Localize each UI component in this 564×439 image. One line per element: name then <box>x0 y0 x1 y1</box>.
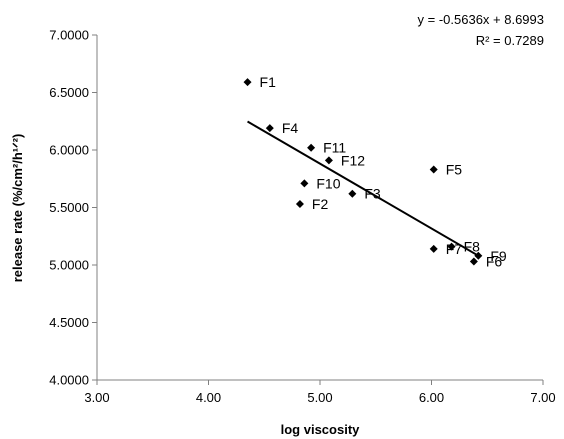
x-axis-ticks: 3.00 4.00 5.00 6.00 7.00 <box>84 380 556 405</box>
data-point-f5 <box>429 165 438 174</box>
y-tick-label: 6.5000 <box>49 85 89 100</box>
point-label-f3: F3 <box>364 186 381 202</box>
y-tick-label: 4.0000 <box>49 373 89 388</box>
point-label-f7: F7 <box>446 241 463 257</box>
trendline-equation: y = -0.5636x + 8.6993 <box>418 12 544 27</box>
point-label-f12: F12 <box>341 152 365 168</box>
point-label-f4: F4 <box>282 120 299 136</box>
point-label-f8: F8 <box>464 239 481 255</box>
y-tick-label: 7.0000 <box>49 28 89 43</box>
data-point-f9 <box>474 251 483 260</box>
data-point-f7 <box>429 244 438 253</box>
trendline <box>247 120 479 257</box>
point-label-f6: F6 <box>486 254 503 270</box>
point-label-f10: F10 <box>316 175 340 191</box>
data-point-f10 <box>300 179 309 188</box>
r-squared: R² = 0.7289 <box>476 33 544 48</box>
data-point-f1 <box>243 78 252 87</box>
data-point-f2 <box>295 200 304 209</box>
data-point-f6 <box>469 257 478 266</box>
data-point-f3 <box>348 189 357 198</box>
x-tick-label: 5.00 <box>307 390 332 405</box>
x-tick-label: 3.00 <box>84 390 109 405</box>
y-tick-label: 6.0000 <box>49 143 89 158</box>
y-tick-label: 5.5000 <box>49 200 89 215</box>
point-label-f5: F5 <box>446 162 463 178</box>
x-tick-label: 4.00 <box>196 390 221 405</box>
x-tick-label: 7.00 <box>530 390 555 405</box>
y-tick-label: 5.0000 <box>49 258 89 273</box>
point-label-f2: F2 <box>312 196 329 212</box>
point-label-f1: F1 <box>260 74 277 90</box>
y-tick-label: 4.5000 <box>49 315 89 330</box>
x-tick-label: 6.00 <box>419 390 444 405</box>
data-point-f8 <box>447 242 456 251</box>
data-point-f4 <box>265 124 274 133</box>
y-axis-ticks: 4.0000 4.5000 5.0000 5.5000 6.0000 6.5000 7.00… <box>49 28 97 388</box>
y-axis-title: release rate (%/cm²/h¹ᐟ²) <box>10 134 25 283</box>
data-point-f12 <box>324 156 333 165</box>
point-label-f11: F11 <box>323 140 346 156</box>
data-point-f11 <box>307 143 316 152</box>
x-axis-title: log viscosity <box>281 422 361 437</box>
point-label-f9: F9 <box>490 248 507 264</box>
